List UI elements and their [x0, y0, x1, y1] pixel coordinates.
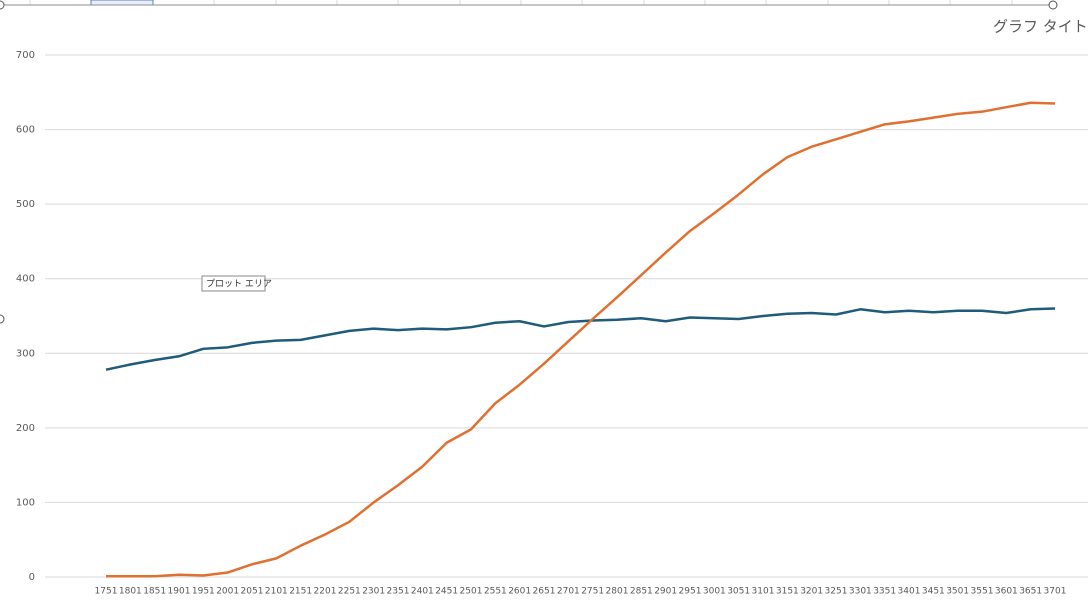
x-tick-label: 2301 — [362, 587, 385, 597]
chart-title[interactable]: グラフ タイト — [993, 18, 1088, 36]
y-tick-label: 100 — [16, 497, 35, 508]
x-tick-label: 2251 — [338, 587, 361, 597]
x-tick-label: 2101 — [265, 587, 288, 597]
x-tick-label: 3701 — [1044, 587, 1067, 597]
x-tick-label: 3401 — [898, 587, 921, 597]
x-tick-label: 3601 — [995, 587, 1018, 597]
resize-handle[interactable] — [1048, 0, 1058, 10]
x-tick-label: 1901 — [168, 587, 191, 597]
x-tick-label: 2051 — [241, 587, 264, 597]
x-tick-label: 2451 — [435, 587, 458, 597]
tooltip-box — [201, 275, 266, 292]
x-tick-label: 2551 — [484, 587, 507, 597]
x-tick-label: 2201 — [314, 587, 337, 597]
x-tick-label: 1751 — [95, 587, 118, 597]
x-tick-label: 2351 — [387, 587, 410, 597]
x-tick-label: 3501 — [946, 587, 969, 597]
x-tick-label: 2001 — [216, 587, 239, 597]
x-tick-label: 3651 — [1019, 587, 1042, 597]
y-tick-label: 200 — [16, 423, 35, 434]
x-tick-label: 3201 — [800, 587, 823, 597]
tooltip: プロット エリア — [206, 279, 272, 290]
resize-handle[interactable] — [0, 0, 5, 10]
y-tick-label: 300 — [16, 348, 35, 359]
x-tick-label: 2951 — [679, 587, 702, 597]
x-tick-label: 2651 — [533, 587, 556, 597]
x-tick-label: 2851 — [630, 587, 653, 597]
y-tick-label: 500 — [16, 199, 35, 210]
y-tick-label: 0 — [29, 572, 35, 583]
x-tick-label: 1851 — [143, 587, 166, 597]
series-line — [106, 101, 1056, 578]
x-tick-label: 3551 — [971, 587, 994, 597]
x-tick-label: 1801 — [119, 587, 142, 597]
x-tick-label: 2151 — [289, 587, 312, 597]
x-tick-label: 3101 — [752, 587, 775, 597]
y-tick-label: 400 — [16, 274, 35, 285]
plot-area[interactable]: 0 100 200 300 400 500 600 700 1751 1801 1851 1901 19… — [16, 50, 1088, 597]
y-tick-label: 700 — [16, 50, 35, 61]
x-tick-label: 1951 — [192, 587, 215, 597]
x-tick-label: 2501 — [460, 587, 483, 597]
x-tick-label: 3151 — [776, 587, 799, 597]
x-tick-label: 2401 — [411, 587, 434, 597]
x-tick-label: 2901 — [654, 587, 677, 597]
x-tick-label: 3351 — [873, 587, 896, 597]
x-tick-label: 3301 — [849, 587, 872, 597]
x-tick-label: 3001 — [703, 587, 726, 597]
y-tick-label: 600 — [16, 125, 35, 136]
x-tick-label: 3251 — [825, 587, 848, 597]
x-tick-label: 2751 — [581, 587, 604, 597]
x-tick-label: 2601 — [508, 587, 531, 597]
x-tick-label: 2701 — [557, 587, 580, 597]
x-tick-label: 2801 — [606, 587, 629, 597]
sheet-columns — [29, 0, 1013, 5]
x-tick-label: 3451 — [922, 587, 945, 597]
selected-cell — [90, 0, 154, 6]
series-line — [105, 307, 1056, 371]
x-tick-label: 3051 — [727, 587, 750, 597]
resize-handle[interactable] — [0, 314, 5, 324]
